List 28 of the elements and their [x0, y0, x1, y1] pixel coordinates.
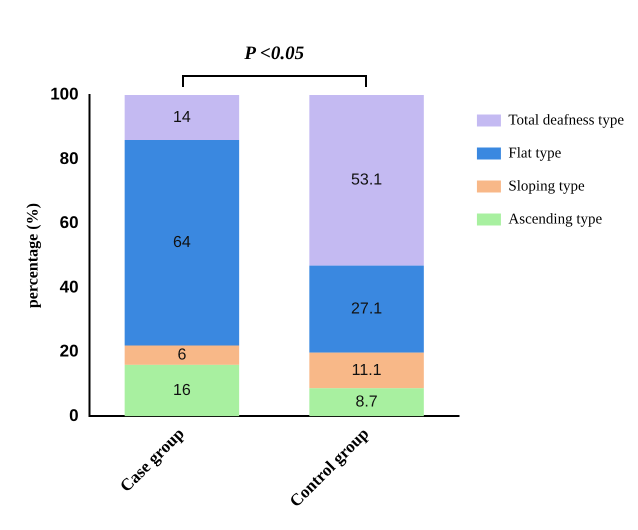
data-label: 11.1 — [352, 362, 382, 379]
y-tick-label: 0 — [69, 406, 79, 425]
bar — [309, 95, 424, 266]
bar — [124, 346, 240, 365]
data-label: 14 — [173, 108, 191, 126]
data-label: 53.1 — [351, 172, 382, 189]
bar — [309, 266, 424, 353]
y-tick-label: 80 — [60, 148, 79, 168]
legend-label: Total deafness type — [508, 112, 624, 128]
data-label: 16 — [173, 382, 191, 399]
y-axis-title: percentage (%) — [24, 203, 42, 308]
bar — [309, 352, 424, 388]
legend-label: Ascending type — [508, 211, 602, 228]
y-tick-label: 60 — [60, 213, 79, 232]
data-label: 64 — [173, 234, 191, 252]
legend-label: Flat type — [508, 145, 562, 162]
text: P <0.05 — [244, 43, 304, 65]
y-tick-label: 40 — [60, 277, 79, 296]
data-label: 8.7 — [355, 394, 378, 411]
bar — [309, 388, 424, 416]
bar — [124, 364, 240, 416]
y-tick-label: 20 — [60, 342, 79, 361]
bar — [124, 95, 240, 140]
data-label: 27.1 — [351, 300, 382, 318]
y-tick-label: 100 — [50, 84, 79, 104]
bar — [124, 140, 240, 346]
data-label: 6 — [177, 346, 186, 364]
legend-label: Sloping type — [508, 178, 586, 194]
